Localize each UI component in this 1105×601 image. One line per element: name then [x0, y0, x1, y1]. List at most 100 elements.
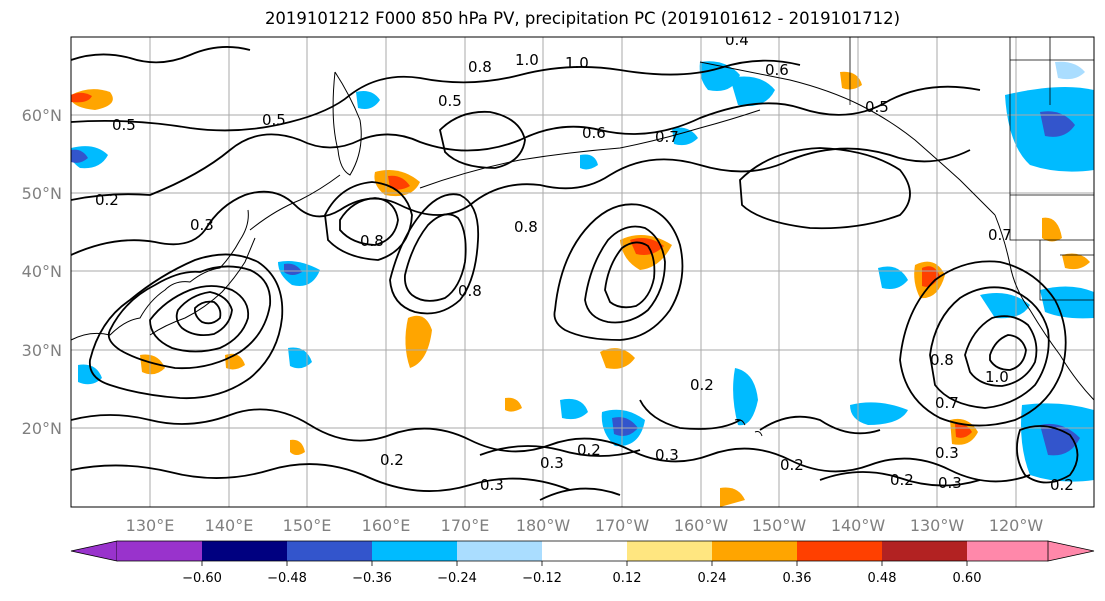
shade-patch — [850, 402, 908, 425]
contour-label: 0.3 — [938, 474, 962, 492]
colorbar-right-arrow — [1047, 540, 1095, 562]
lon-label: 150°W — [752, 516, 807, 535]
colorbar-segment — [627, 541, 712, 561]
contour-line — [899, 260, 1067, 427]
contour-label: 0.2 — [380, 451, 404, 469]
colorbar-segment — [882, 541, 967, 561]
contour-line — [479, 445, 641, 457]
contour-line — [403, 213, 467, 302]
contour-label: 0.2 — [1050, 476, 1074, 494]
contour-line — [639, 399, 741, 430]
shade-patch — [580, 154, 598, 170]
shade-patch — [733, 368, 758, 426]
shade-patch — [1042, 217, 1062, 242]
contour-label: 0.7 — [655, 128, 679, 146]
contour-label: 0.5 — [438, 92, 462, 110]
contour-label: 0.4 — [725, 31, 749, 49]
colorbar-tick-label: 0.12 — [613, 571, 642, 586]
shade-patch — [720, 487, 745, 507]
contour-labels: 0.5 0.2 0.8 1.0 1.0 0.6 0.6 0.4 0.5 0.5 … — [95, 31, 1074, 494]
colorbar: −0.60 −0.48 −0.36 −0.24 −0.12 0.12 0.24 … — [70, 540, 1095, 586]
shade-patch — [290, 439, 305, 455]
contour-label: 0.6 — [582, 124, 606, 142]
lon-label: 130°W — [910, 516, 965, 535]
contour-label: 0.8 — [468, 58, 492, 76]
shade-patch — [388, 175, 410, 190]
map-plot-area: 0.5 0.2 0.8 1.0 1.0 0.6 0.6 0.4 0.5 0.5 … — [71, 31, 1094, 507]
latitude-labels: 60°N 50°N 40°N 30°N 20°N — [22, 106, 62, 438]
lon-label: 160°E — [362, 516, 411, 535]
contour-line — [71, 85, 981, 201]
colorbar-tick-label: 0.36 — [783, 571, 812, 586]
contour-label: 0.8 — [458, 282, 482, 300]
shade-patch — [140, 354, 165, 375]
shade-patch — [600, 348, 635, 369]
contour-line — [107, 265, 272, 370]
contour-label: 0.3 — [655, 446, 679, 464]
contour-line — [71, 463, 571, 492]
shade-patch — [1040, 286, 1094, 319]
lon-label: 150°E — [283, 516, 332, 535]
coastline-hawaii — [734, 419, 763, 437]
shade-patch — [955, 423, 972, 438]
lon-label: 140°E — [205, 516, 254, 535]
colorbar-tick-label: −0.24 — [437, 571, 477, 586]
colorbar-segment — [712, 541, 797, 561]
shade-patch — [1062, 253, 1090, 270]
colorbar-segment — [967, 541, 1048, 561]
contour-label: 0.2 — [780, 456, 804, 474]
colorbar-tick-label: −0.12 — [522, 571, 562, 586]
contour-line — [989, 334, 1027, 371]
shade-patch — [356, 91, 380, 109]
shade-patch — [840, 71, 862, 90]
contour-label: 0.5 — [112, 116, 136, 134]
lat-label: 50°N — [22, 184, 62, 203]
lon-label: 170°W — [595, 516, 650, 535]
contour-line — [1016, 425, 1079, 484]
coastline-na-west — [994, 214, 1094, 401]
contour-line — [193, 300, 222, 325]
contour-label: 0.5 — [262, 111, 286, 129]
lon-label: 140°W — [831, 516, 886, 535]
colorbar-segment — [457, 541, 542, 561]
contour-line — [739, 147, 911, 230]
shade-patch — [1040, 111, 1075, 137]
contour-label: 0.8 — [930, 351, 954, 369]
shade-patch — [612, 417, 638, 436]
contour-label: 1.0 — [515, 51, 539, 69]
contour-line — [819, 471, 981, 487]
colorbar-tick-label: −0.36 — [352, 571, 392, 586]
shade-patch — [560, 398, 588, 420]
contour-line — [149, 285, 250, 353]
shade-patch — [1040, 423, 1080, 456]
contour-label: 0.2 — [95, 191, 119, 209]
lat-label: 20°N — [22, 419, 62, 438]
graticule — [71, 37, 1094, 507]
contour-label: 0.7 — [935, 394, 959, 412]
border-line — [1009, 37, 1094, 241]
contour-label: 1.0 — [985, 368, 1009, 386]
contour-label: 1.0 — [565, 54, 589, 72]
longitude-labels: 130°E 140°E 150°E 160°E 170°E 180°W 170°… — [126, 516, 1044, 535]
contour-label: 0.8 — [360, 232, 384, 250]
contour-line — [71, 147, 971, 256]
lon-label: 160°W — [674, 516, 729, 535]
colorbar-tick-label: 0.48 — [868, 571, 897, 586]
contour-line — [175, 291, 233, 337]
shade-patch — [878, 266, 908, 289]
contour-line — [584, 225, 666, 324]
contour-line — [539, 487, 621, 501]
contour-label: 0.3 — [480, 476, 504, 494]
contour-line — [71, 46, 251, 64]
contour-line — [553, 203, 684, 341]
colorbar-segment — [117, 541, 202, 561]
precipitation-shading — [71, 61, 1094, 507]
contour-line — [439, 110, 526, 169]
contour-label: 0.8 — [514, 218, 538, 236]
contour-line — [964, 315, 1038, 387]
colorbar-segment — [372, 541, 457, 561]
shade-patch — [71, 92, 92, 103]
colorbar-segment — [797, 541, 882, 561]
lat-label: 40°N — [22, 262, 62, 281]
